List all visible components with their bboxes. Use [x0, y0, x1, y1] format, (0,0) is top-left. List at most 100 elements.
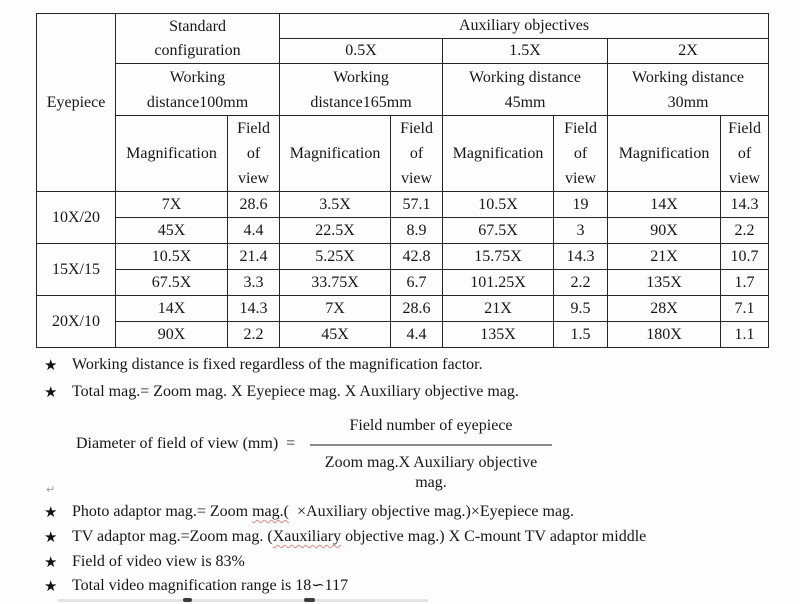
note-working-distance-text: Working distance is fixed regardless of … [72, 356, 483, 373]
field-of-view-value: 21.4 [226, 243, 281, 270]
stray-return-mark: ↵ [46, 483, 56, 496]
magnification-value: 45X [115, 217, 228, 244]
aux-05x-header: 0.5X [279, 38, 444, 64]
field-of-view-value: 6.7 [390, 269, 444, 296]
magnification-value: 15.75X [442, 243, 555, 270]
magnification-value: 135X [607, 269, 722, 296]
note-video-range-text: Total video magnification range is 18∽11… [72, 577, 349, 594]
field-of-view-value: 7.1 [720, 295, 770, 322]
field-of-view-value: 28.6 [226, 191, 281, 218]
note-segment-spellcheck: Xauxiliary [272, 528, 342, 545]
working-distance-05x: Working distance165mm [279, 63, 444, 116]
note-video-range: ★ Total video magnification range is 18∽… [44, 576, 348, 596]
field-of-view-value: 1.1 [720, 321, 770, 348]
field-of-view-label: Field of view [390, 115, 444, 192]
formula-denominator: Zoom mag.X Auxiliary objective mag. [324, 454, 538, 491]
magnification-value: 45X [279, 321, 392, 348]
star-bullet-icon: ★ [44, 553, 58, 571]
magnification-value: 7X [279, 295, 392, 322]
star-bullet-icon: ★ [44, 503, 58, 521]
note-video-field: ★ Field of video view is 83% [44, 552, 245, 572]
field-of-view-value: 14.3 [553, 243, 609, 270]
field-of-view-value: 14.3 [226, 295, 281, 322]
field-of-view-value: 9.5 [553, 295, 609, 322]
field-of-view-value: 2.2 [553, 269, 609, 296]
working-distance-standard: Working distance100mm [114, 63, 281, 116]
aux-objectives-header: Auxiliary objectives [279, 13, 770, 39]
field-of-view-value: 3 [553, 217, 609, 244]
field-of-view-value: 57.1 [390, 191, 444, 218]
note-tv-adaptor-text: TV adaptor mag.=Zoom mag. (Xauxiliary ob… [72, 527, 646, 547]
magnification-label: Magnification [607, 115, 722, 192]
field-of-view-value: 4.4 [390, 321, 444, 348]
magnification-value: 101.25X [442, 269, 555, 296]
field-of-view-value: 19 [553, 191, 609, 218]
magnification-value: 10.5X [442, 191, 555, 218]
note-photo-adaptor-text: Photo adaptor mag.= Zoom mag.( ×Auxiliar… [72, 502, 574, 522]
magnification-value: 135X [442, 321, 555, 348]
note-total-mag-text: Total mag.= Zoom mag. X Eyepiece mag. X … [72, 383, 519, 400]
cutoff-line-smear [58, 599, 428, 602]
formula-fraction: Field number of eyepiece Zoom mag.X Auxi… [310, 416, 552, 493]
star-bullet-icon: ★ [44, 356, 58, 374]
cutoff-text-fragment [304, 598, 315, 602]
field-of-view-value: 3.3 [226, 269, 281, 296]
field-of-view-label: Field of view [226, 115, 281, 192]
magnification-label: Magnification [279, 115, 392, 192]
note-segment: objective mag.) X C-mount TV adaptor mid… [341, 528, 647, 545]
field-of-view-value: 1.7 [720, 269, 770, 296]
note-segment: Photo adaptor mag.= Zoom [72, 503, 253, 520]
magnification-value: 22.5X [279, 217, 392, 244]
eyepiece-value: 20X/10 [36, 295, 116, 348]
magnification-value: 90X [115, 321, 228, 348]
field-of-view-value: 8.9 [390, 217, 444, 244]
star-bullet-icon: ★ [44, 528, 58, 546]
field-of-view-value: 42.8 [390, 243, 444, 270]
magnification-value: 14X [115, 295, 228, 322]
star-bullet-icon: ★ [44, 577, 58, 595]
field-of-view-value: 28.6 [390, 295, 444, 322]
note-video-field-text: Field of video view is 83% [72, 553, 245, 570]
magnification-value: 14X [607, 191, 722, 218]
star-bullet-icon: ★ [44, 383, 58, 401]
aux-2x-header: 2X [607, 38, 770, 64]
note-total-mag: ★ Total mag.= Zoom mag. X Eyepiece mag. … [44, 382, 519, 402]
magnification-value: 21X [607, 243, 722, 270]
standard-config-header: Standard configuration [114, 13, 281, 64]
magnification-value: 28X [607, 295, 722, 322]
magnification-value: 21X [442, 295, 555, 322]
field-of-view-value: 2.2 [226, 321, 281, 348]
note-segment: TV adaptor mag.=Zoom mag. ( [72, 528, 273, 545]
specification-table: Eyepiece Standard configuration Auxiliar… [36, 13, 770, 348]
note-photo-adaptor: ★ Photo adaptor mag.= Zoom mag.( ×Auxili… [44, 502, 574, 522]
field-of-view-label: Field of view [720, 115, 770, 192]
field-of-view-label: Field of view [553, 115, 609, 192]
cutoff-text-fragment [183, 598, 192, 602]
magnification-value: 10.5X [115, 243, 228, 270]
magnification-value: 33.75X [279, 269, 392, 296]
magnification-label: Magnification [115, 115, 228, 192]
field-of-view-value: 14.3 [720, 191, 770, 218]
magnification-value: 7X [115, 191, 228, 218]
field-of-view-value: 1.5 [553, 321, 609, 348]
field-of-view-value: 10.7 [720, 243, 770, 270]
note-tv-adaptor: ★ TV adaptor mag.=Zoom mag. (Xauxiliary … [44, 527, 646, 547]
note-segment: ×Auxiliary objective mag.)×Eyepiece mag. [288, 503, 575, 520]
field-of-view-value: 4.4 [226, 217, 281, 244]
eyepiece-value: 15X/15 [36, 243, 116, 296]
magnification-value: 3.5X [279, 191, 392, 218]
magnification-value: 90X [607, 217, 722, 244]
note-segment-spellcheck: mag.( [252, 503, 289, 520]
aux-15x-header: 1.5X [442, 38, 609, 64]
working-distance-2x: Working distance 30mm [607, 63, 770, 116]
magnification-value: 67.5X [115, 269, 228, 296]
magnification-label: Magnification [442, 115, 555, 192]
note-working-distance: ★ Working distance is fixed regardless o… [44, 355, 483, 375]
eyepiece-value: 10X/20 [36, 191, 116, 244]
magnification-value: 67.5X [442, 217, 555, 244]
formula-numerator: Field number of eyepiece [310, 416, 552, 446]
working-distance-15x: Working distance 45mm [442, 63, 609, 116]
field-of-view-value: 2.2 [720, 217, 770, 244]
magnification-value: 180X [607, 321, 722, 348]
magnification-value: 5.25X [279, 243, 392, 270]
